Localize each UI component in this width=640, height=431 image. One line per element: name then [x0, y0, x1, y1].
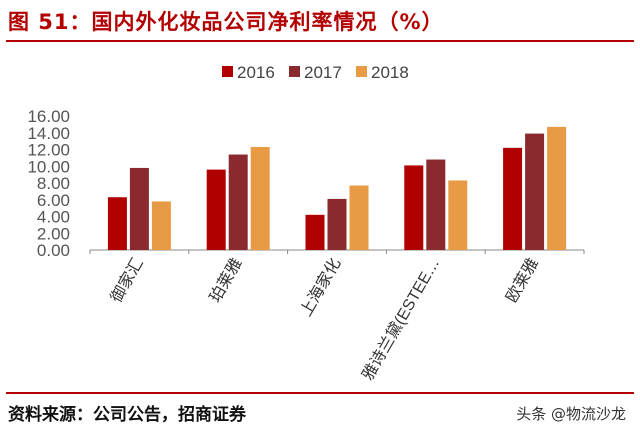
title-divider [6, 40, 634, 42]
y-tick-label: 2.00 [37, 224, 70, 243]
watermark: 头条 @物流沙龙 [516, 405, 626, 423]
y-tick-label: 14.00 [27, 124, 70, 143]
x-tick-label: 雅诗兰黛(ESTEE… [359, 255, 443, 383]
bar-2018-2 [349, 185, 369, 250]
bar-2016-4 [503, 147, 523, 250]
x-tick-label: 珀莱雅 [206, 255, 246, 306]
bar-2016-3 [404, 165, 424, 250]
figure-title: 图 51：国内外化妆品公司净利率情况（%） [8, 10, 444, 34]
y-tick-label: 0.00 [37, 241, 70, 260]
legend-label-2018: 2018 [371, 63, 409, 82]
y-tick-label: 12.00 [27, 141, 70, 160]
y-tick-label: 4.00 [37, 208, 70, 227]
x-tick-label: 欧莱雅 [502, 255, 542, 306]
bar-2018-3 [448, 180, 468, 250]
bar-2016-1 [206, 169, 226, 250]
bar-2018-0 [151, 201, 171, 250]
bar-2017-1 [228, 154, 248, 250]
bar-2017-0 [129, 167, 149, 250]
bar-2017-2 [327, 198, 347, 250]
bar-2017-3 [426, 159, 446, 250]
legend-swatch-2016 [222, 66, 233, 77]
y-tick-label: 16.00 [27, 107, 70, 126]
bar-2017-4 [525, 133, 545, 250]
legend-label-2016: 2016 [237, 63, 275, 82]
source-divider [6, 392, 634, 394]
x-tick-label: 御家汇 [107, 255, 147, 306]
legend-label-2017: 2017 [304, 63, 342, 82]
bar-2016-0 [107, 197, 127, 250]
legend-swatch-2017 [289, 66, 300, 77]
legend-swatch-2018 [356, 66, 367, 77]
bar-2016-2 [305, 214, 325, 250]
y-tick-label: 8.00 [37, 174, 70, 193]
bar-chart: 0.002.004.006.008.0010.0012.0014.0016.00… [27, 63, 585, 383]
bar-2018-4 [547, 126, 567, 250]
x-tick-label: 上海家化 [297, 255, 345, 319]
bar-2018-1 [250, 146, 270, 250]
y-tick-label: 10.00 [27, 157, 70, 176]
y-tick-label: 6.00 [37, 191, 70, 210]
source-note: 资料来源：公司公告，招商证券 [8, 405, 246, 425]
